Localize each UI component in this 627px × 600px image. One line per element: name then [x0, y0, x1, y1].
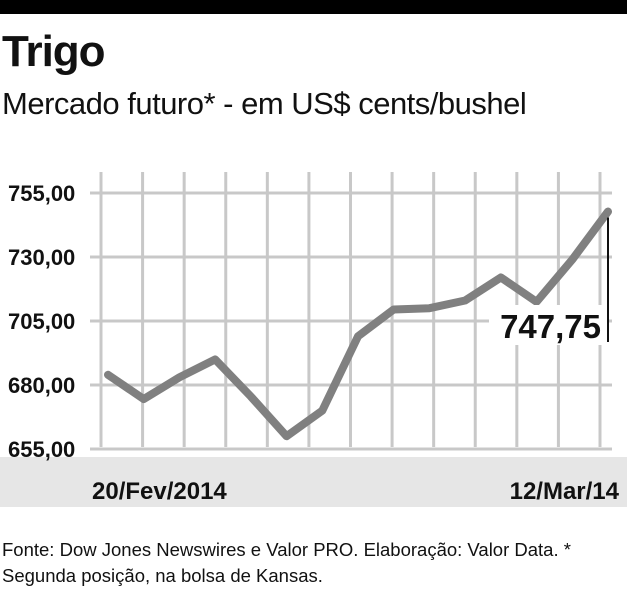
x-axis-band-bg: [0, 457, 627, 507]
x-axis-band: [0, 457, 627, 507]
y-tick-label: 655,00: [8, 437, 75, 462]
top-rule: [0, 0, 627, 14]
annotation-label: 747,75: [500, 308, 601, 345]
last-value-annotation: 747,75: [489, 217, 609, 345]
x-label-end: 12/Mar/14: [510, 478, 620, 505]
y-tick-label: 755,00: [8, 181, 75, 206]
y-tick-label: 680,00: [8, 373, 75, 398]
source-note: Fonte: Dow Jones Newswires e Valor PRO. …: [2, 539, 571, 586]
chart-subtitle: Mercado futuro* - em US$ cents/bushel: [2, 86, 527, 121]
y-tick-labels: 755,00 730,00 705,00 680,00 655,00: [8, 181, 75, 462]
x-axis-labels: 20/Fev/2014 12/Mar/14: [92, 478, 620, 505]
price-series: [104, 207, 612, 441]
annotation-bg: [489, 305, 607, 345]
chart-title: Trigo: [2, 27, 106, 76]
line-chart: 755,00 730,00 705,00 680,00 655,00 20/Fev/20…: [0, 172, 627, 507]
x-label-start: 20/Fev/2014: [92, 478, 227, 505]
y-tick-label: 705,00: [8, 309, 75, 334]
y-tick-label: 730,00: [8, 245, 75, 270]
